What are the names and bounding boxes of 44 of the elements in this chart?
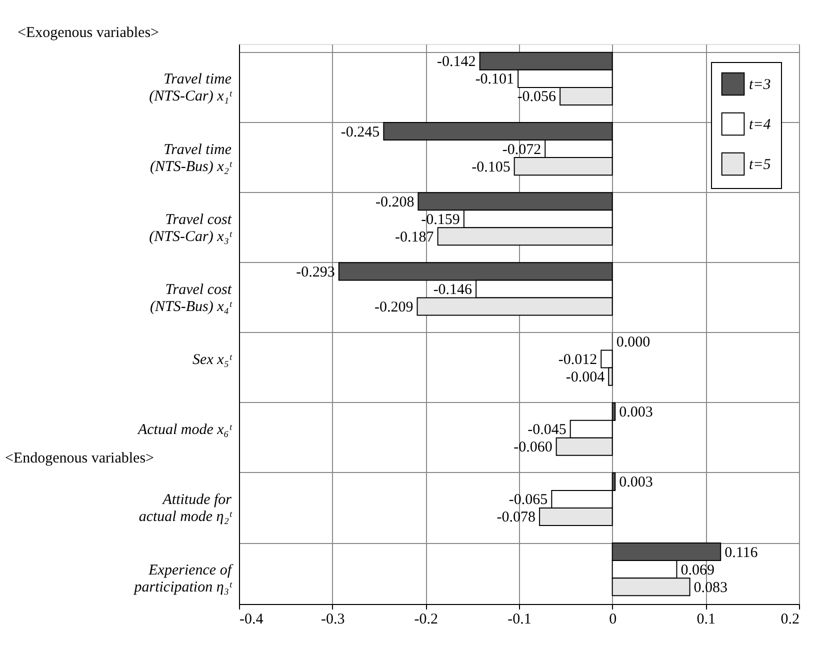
data-label: -0.056 bbox=[517, 89, 557, 106]
y-tick-label: Actual mode x₆ᵗ bbox=[136, 422, 233, 438]
data-label: -0.159 bbox=[421, 212, 460, 228]
y-tick-label: Travel time (NTS-Car) x₁ᵗ bbox=[149, 72, 233, 105]
y-tick-label: Travel cost (NTS-Car) x₃ᵗ bbox=[149, 212, 233, 245]
data-label: 0.083 bbox=[694, 580, 728, 596]
data-label: 0.003 bbox=[619, 474, 653, 491]
legend-label: t=5 bbox=[749, 157, 772, 173]
data-label: -0.045 bbox=[528, 422, 566, 438]
x-tick-label: -0.1 bbox=[508, 612, 532, 628]
legend-label: t=4 bbox=[749, 117, 772, 133]
y-tick-label: Experience of participation η₃ᵗ bbox=[133, 562, 234, 596]
data-label: -0.187 bbox=[395, 229, 434, 246]
data-label: 0.000 bbox=[616, 334, 650, 351]
x-tick-label: 0.1 bbox=[696, 612, 716, 628]
x-tick-label: -0.3 bbox=[320, 612, 345, 628]
y-tick-label: Travel time (NTS-Bus) x₂ᵗ bbox=[150, 142, 233, 175]
data-label: -0.208 bbox=[375, 194, 414, 210]
text: <Exogenous variables> bbox=[18, 25, 159, 41]
data-label: -0.101 bbox=[475, 72, 514, 88]
data-label: -0.072 bbox=[502, 142, 542, 158]
data-label: -0.209 bbox=[374, 299, 414, 316]
y-tick-label: Travel cost (NTS-Bus) x₄ᵗ bbox=[150, 282, 233, 315]
x-tick-label: 0.2 bbox=[780, 612, 800, 628]
data-label: -0.293 bbox=[296, 264, 335, 280]
y-tick-label: Sex x₅ᵗ bbox=[192, 352, 233, 368]
data-label: -0.105 bbox=[472, 159, 510, 176]
text: <Endogenous variables> bbox=[5, 450, 154, 467]
data-label: -0.065 bbox=[508, 492, 548, 508]
data-label: -0.146 bbox=[433, 282, 473, 298]
x-tick-label: -0.4 bbox=[240, 612, 264, 628]
data-label: -0.060 bbox=[514, 440, 552, 456]
data-label: -0.004 bbox=[566, 370, 606, 386]
data-label: -0.012 bbox=[558, 352, 598, 368]
data-label: 0.003 bbox=[619, 404, 653, 421]
data-label: 0.069 bbox=[680, 562, 714, 578]
x-tick-label: -0.2 bbox=[414, 612, 438, 628]
y-tick-label: Attitude for actual mode η₂ᵗ bbox=[138, 492, 233, 526]
x-tick-label: 0 bbox=[609, 612, 617, 628]
data-label: -0.245 bbox=[340, 124, 380, 140]
data-label: -0.078 bbox=[496, 510, 536, 526]
legend-label: t=3 bbox=[749, 77, 771, 93]
data-label: 0.116 bbox=[724, 544, 758, 561]
data-label: -0.142 bbox=[437, 54, 476, 70]
